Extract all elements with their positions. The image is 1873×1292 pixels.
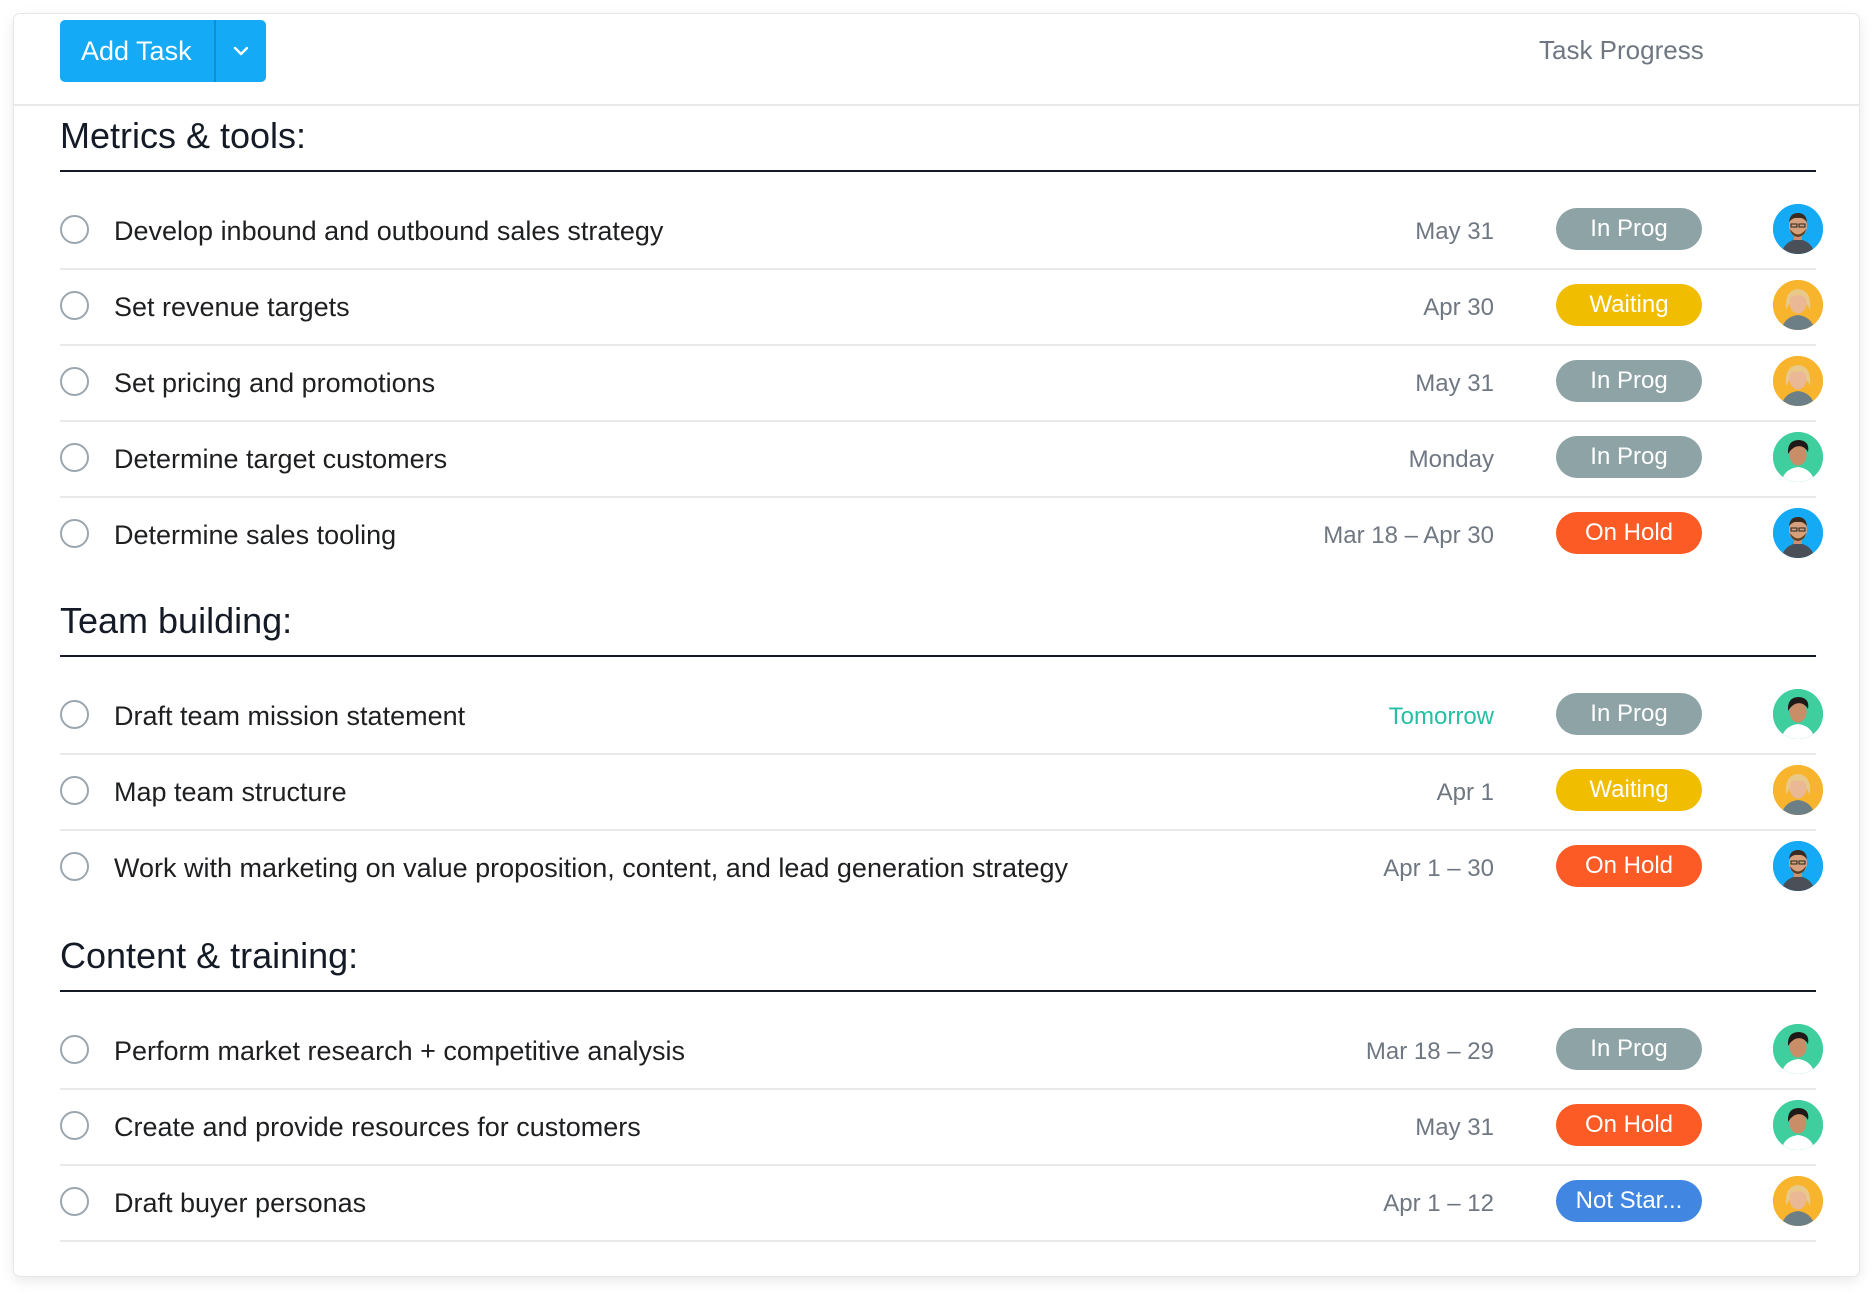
task-row[interactable]: Create and provide resources for custome… xyxy=(60,1090,1823,1166)
person-icon xyxy=(1773,280,1823,330)
complete-checkbox[interactable] xyxy=(60,1187,89,1216)
task-row[interactable]: Determine sales tooling Mar 18 – Apr 30 … xyxy=(60,498,1823,572)
person-icon xyxy=(1773,689,1823,739)
task-name[interactable]: Set revenue targets xyxy=(114,292,350,322)
avatar-man-blue[interactable] xyxy=(1773,508,1823,558)
task-name[interactable]: Create and provide resources for custome… xyxy=(114,1112,641,1142)
due-date[interactable]: May 31 xyxy=(1415,1114,1494,1141)
avatar-person-green[interactable] xyxy=(1773,1100,1823,1150)
add-task-split-button: Add Task xyxy=(60,20,266,82)
due-date[interactable]: Mar 18 – 29 xyxy=(1365,1038,1494,1065)
avatar-person-green[interactable] xyxy=(1773,432,1823,482)
status-badge[interactable]: In Prog xyxy=(1556,1028,1702,1070)
task-row[interactable]: Perform market research + competitive an… xyxy=(60,1014,1823,1090)
complete-checkbox[interactable] xyxy=(60,1111,89,1140)
due-date[interactable]: Monday xyxy=(1408,446,1494,473)
task-row[interactable]: Map team structure Apr 1 Waiting xyxy=(60,755,1823,831)
task-name[interactable]: Draft team mission statement xyxy=(114,701,466,731)
person-icon xyxy=(1773,508,1823,558)
person-icon xyxy=(1773,1176,1823,1226)
add-task-button[interactable]: Add Task xyxy=(60,20,216,82)
task-row[interactable]: Develop inbound and outbound sales strat… xyxy=(60,194,1823,270)
due-date[interactable]: May 31 xyxy=(1415,370,1494,397)
avatar-woman-orange[interactable] xyxy=(1773,1176,1823,1226)
status-badge[interactable]: In Prog xyxy=(1556,693,1702,735)
task-row[interactable]: Set pricing and promotions May 31 In Pro… xyxy=(60,346,1823,422)
person-icon xyxy=(1773,841,1823,891)
complete-checkbox[interactable] xyxy=(60,700,89,729)
task-name[interactable]: Set pricing and promotions xyxy=(114,368,436,398)
avatar-woman-orange[interactable] xyxy=(1773,280,1823,330)
section-metrics-tools: Metrics & tools: Develop inbound and out… xyxy=(60,114,1823,572)
due-date[interactable]: Tomorrow xyxy=(1388,703,1494,730)
task-name[interactable]: Draft buyer personas xyxy=(114,1188,367,1218)
complete-checkbox[interactable] xyxy=(60,367,89,396)
chevron-down-icon xyxy=(233,46,248,56)
status-badge[interactable]: On Hold xyxy=(1556,1104,1702,1146)
avatar-person-green[interactable] xyxy=(1773,1024,1823,1074)
task-row[interactable]: Draft buyer personas Apr 1 – 12 Not Star… xyxy=(60,1166,1823,1242)
complete-checkbox[interactable] xyxy=(60,776,89,805)
task-name[interactable]: Map team structure xyxy=(114,777,347,807)
task-name[interactable]: Determine sales tooling xyxy=(114,520,397,550)
section-title[interactable]: Metrics & tools: xyxy=(60,114,1816,172)
avatar-woman-orange[interactable] xyxy=(1773,765,1823,815)
person-icon xyxy=(1773,765,1823,815)
due-date[interactable]: Apr 1 – 12 xyxy=(1383,1190,1494,1217)
complete-checkbox[interactable] xyxy=(60,519,89,548)
task-name[interactable]: Develop inbound and outbound sales strat… xyxy=(114,216,664,246)
section-team-building: Team building: Draft team mission statem… xyxy=(60,599,1823,905)
person-icon xyxy=(1773,432,1823,482)
task-name[interactable]: Work with marketing on value proposition… xyxy=(114,853,1069,883)
task-row[interactable]: Set revenue targets Apr 30 Waiting xyxy=(60,270,1823,346)
avatar-man-blue[interactable] xyxy=(1773,204,1823,254)
column-header-task-progress: Task Progress xyxy=(1539,35,1704,65)
status-badge[interactable]: On Hold xyxy=(1556,512,1702,554)
due-date[interactable]: Apr 30 xyxy=(1423,294,1494,321)
due-date[interactable]: Mar 18 – Apr 30 xyxy=(1323,522,1494,549)
person-icon xyxy=(1773,1100,1823,1150)
avatar-woman-orange[interactable] xyxy=(1773,356,1823,406)
task-name[interactable]: Determine target customers xyxy=(114,444,448,474)
complete-checkbox[interactable] xyxy=(60,1035,89,1064)
avatar-person-green[interactable] xyxy=(1773,689,1823,739)
task-row[interactable]: Determine target customers Monday In Pro… xyxy=(60,422,1823,498)
section-title[interactable]: Content & training: xyxy=(60,934,1816,992)
due-date[interactable]: May 31 xyxy=(1415,218,1494,245)
add-task-menu-button[interactable] xyxy=(215,20,266,82)
person-icon xyxy=(1773,204,1823,254)
due-date[interactable]: Apr 1 – 30 xyxy=(1383,855,1494,882)
complete-checkbox[interactable] xyxy=(60,215,89,244)
due-date[interactable]: Apr 1 xyxy=(1436,779,1494,806)
status-badge[interactable]: In Prog xyxy=(1556,360,1702,402)
section-content-training: Content & training: Perform market resea… xyxy=(60,934,1823,1242)
toolbar: Add Task Task Progress xyxy=(14,14,1859,106)
avatar-man-blue[interactable] xyxy=(1773,841,1823,891)
task-row[interactable]: Work with marketing on value proposition… xyxy=(60,831,1823,905)
complete-checkbox[interactable] xyxy=(60,443,89,472)
task-name[interactable]: Perform market research + competitive an… xyxy=(114,1036,685,1066)
status-badge[interactable]: Waiting xyxy=(1556,284,1702,326)
status-badge[interactable]: Waiting xyxy=(1556,769,1702,811)
task-list-panel: Add Task Task Progress Metrics & tools: … xyxy=(14,14,1859,1276)
person-icon xyxy=(1773,1024,1823,1074)
section-title[interactable]: Team building: xyxy=(60,599,1816,657)
status-badge[interactable]: In Prog xyxy=(1556,208,1702,250)
complete-checkbox[interactable] xyxy=(60,291,89,320)
status-badge[interactable]: On Hold xyxy=(1556,845,1702,887)
status-badge[interactable]: Not Star... xyxy=(1556,1180,1702,1222)
status-badge[interactable]: In Prog xyxy=(1556,436,1702,478)
complete-checkbox[interactable] xyxy=(60,852,89,881)
task-row[interactable]: Draft team mission statement Tomorrow In… xyxy=(60,679,1823,755)
person-icon xyxy=(1773,356,1823,406)
